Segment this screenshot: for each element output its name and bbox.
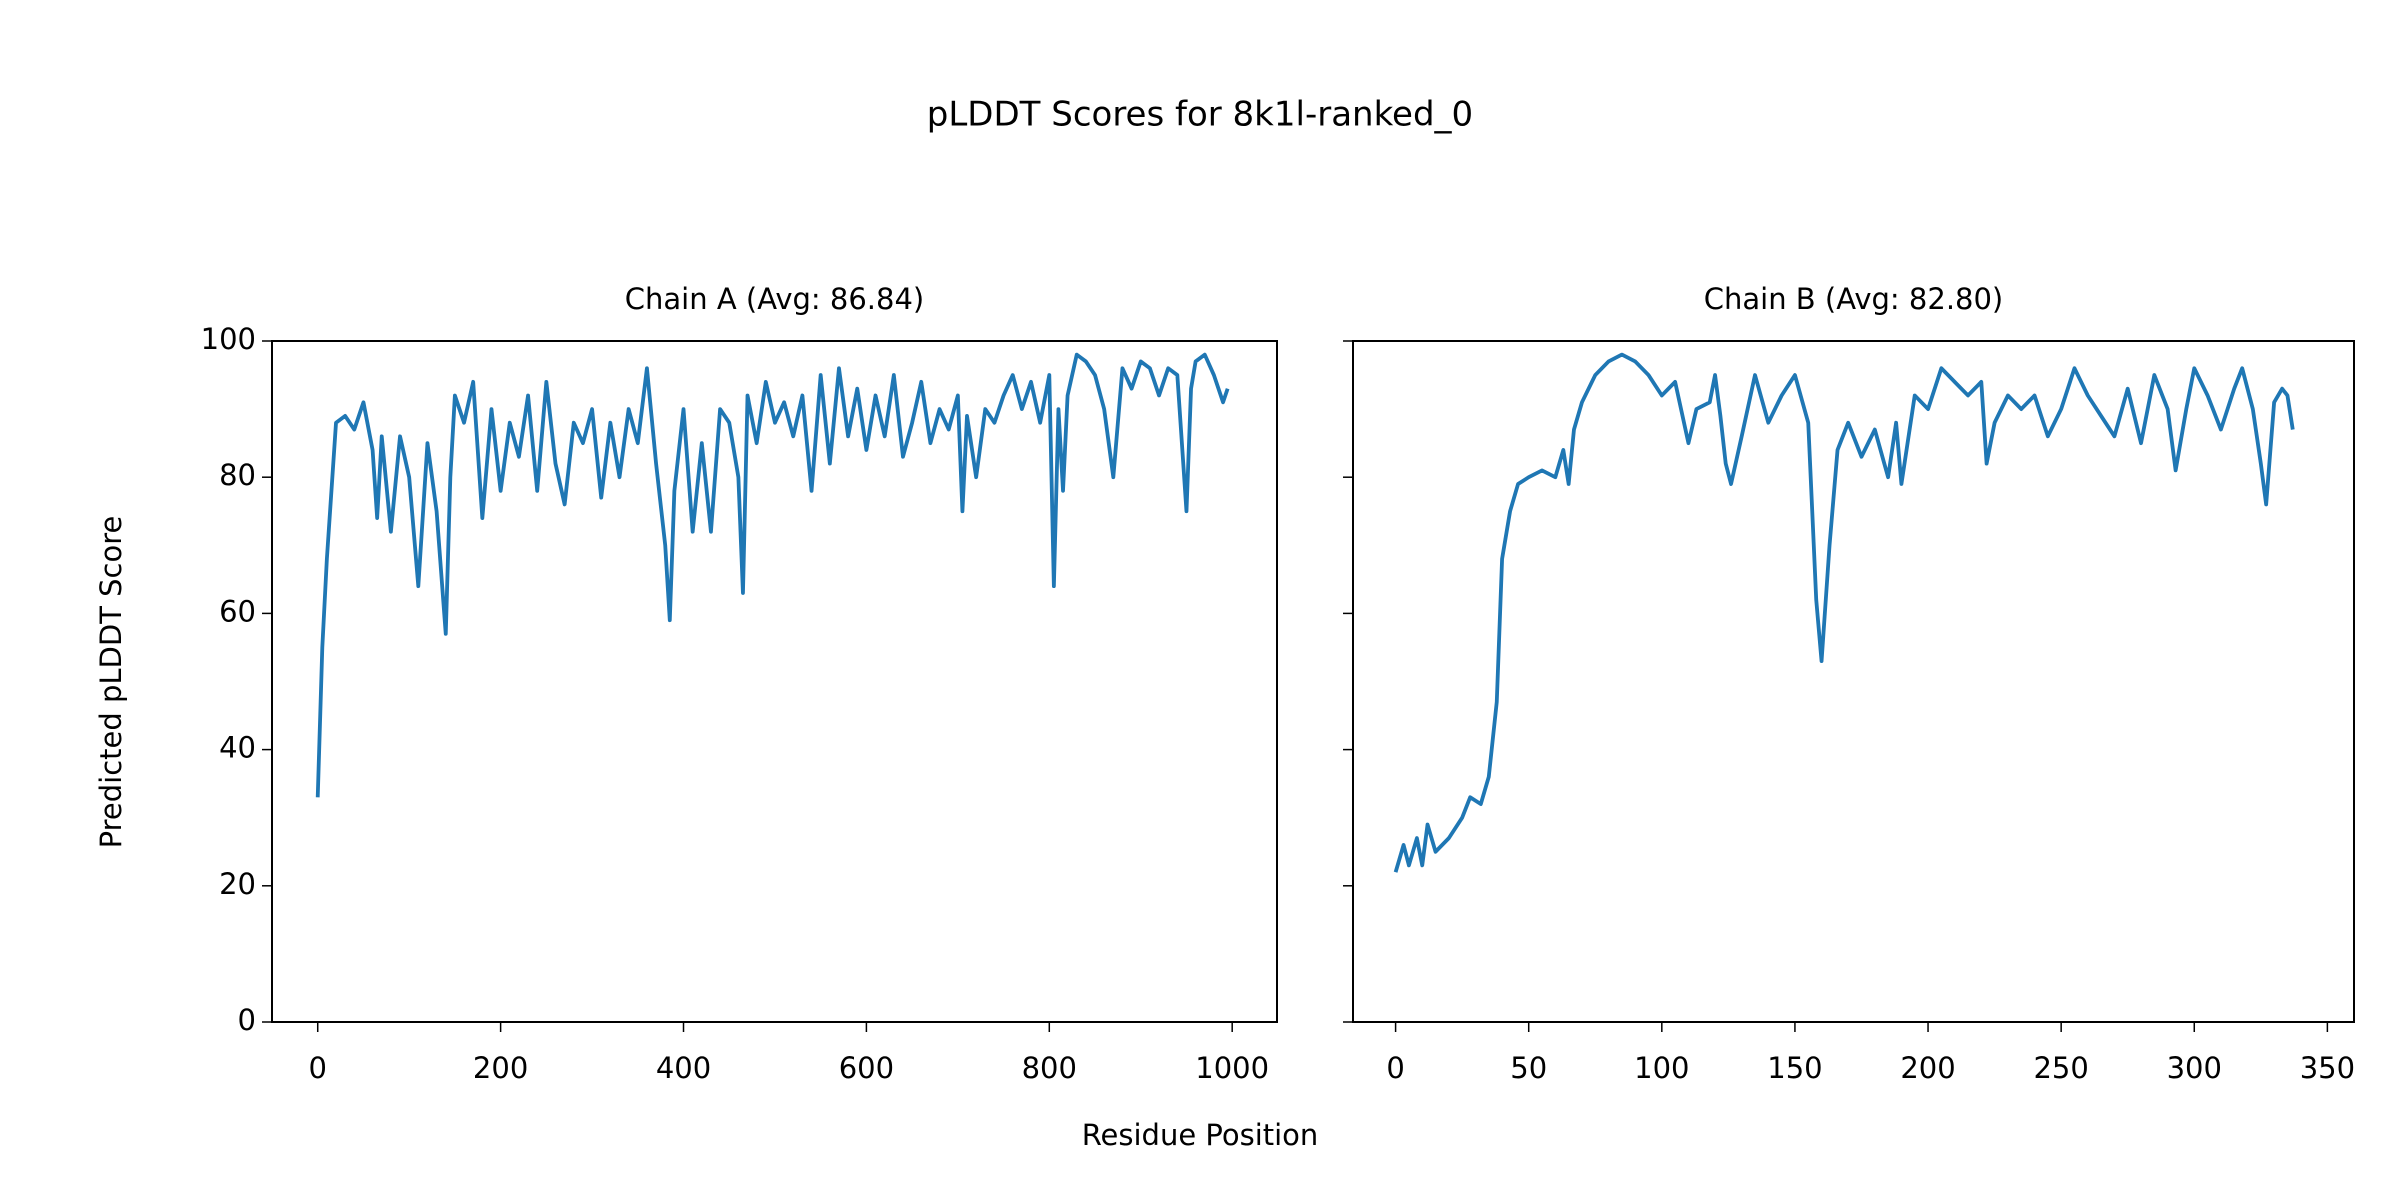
x-tick-label: 1000 [1195,1051,1269,1085]
y-tick-label: 0 [238,1003,256,1037]
y-tick-label: 60 [219,594,256,628]
x-axis-label: Residue Position [1082,1118,1319,1152]
x-tick-label: 100 [1634,1051,1689,1085]
x-tick-label: 50 [1510,1051,1547,1085]
x-tick-label: 150 [1767,1051,1822,1085]
subplot-title: Chain A (Avg: 86.84) [625,282,924,316]
x-tick-label: 350 [2300,1051,2355,1085]
axes-frame [271,340,1278,1023]
y-tick-label: 80 [219,458,256,492]
x-tick-label: 800 [1022,1051,1077,1085]
x-tick-label: 300 [2167,1051,2222,1085]
axes-frame [1352,340,2355,1023]
x-tick-label: 600 [839,1051,894,1085]
x-tick-label: 400 [656,1051,711,1085]
y-axis-label: Predicted pLDDT Score [94,516,128,849]
data-line [315,352,1230,798]
y-tick-label: 20 [219,867,256,901]
subplot-title: Chain B (Avg: 82.80) [1704,282,2004,316]
y-tick-label: 40 [219,731,256,765]
x-tick-label: 0 [308,1051,326,1085]
figure-title: pLDDT Scores for 8k1l-ranked_0 [927,95,1473,135]
data-line [1393,352,2295,873]
y-tick-label: 100 [201,322,256,356]
x-tick-label: 200 [473,1051,528,1085]
x-tick-label: 200 [1900,1051,1955,1085]
x-tick-label: 0 [1386,1051,1404,1085]
x-tick-label: 250 [2033,1051,2088,1085]
